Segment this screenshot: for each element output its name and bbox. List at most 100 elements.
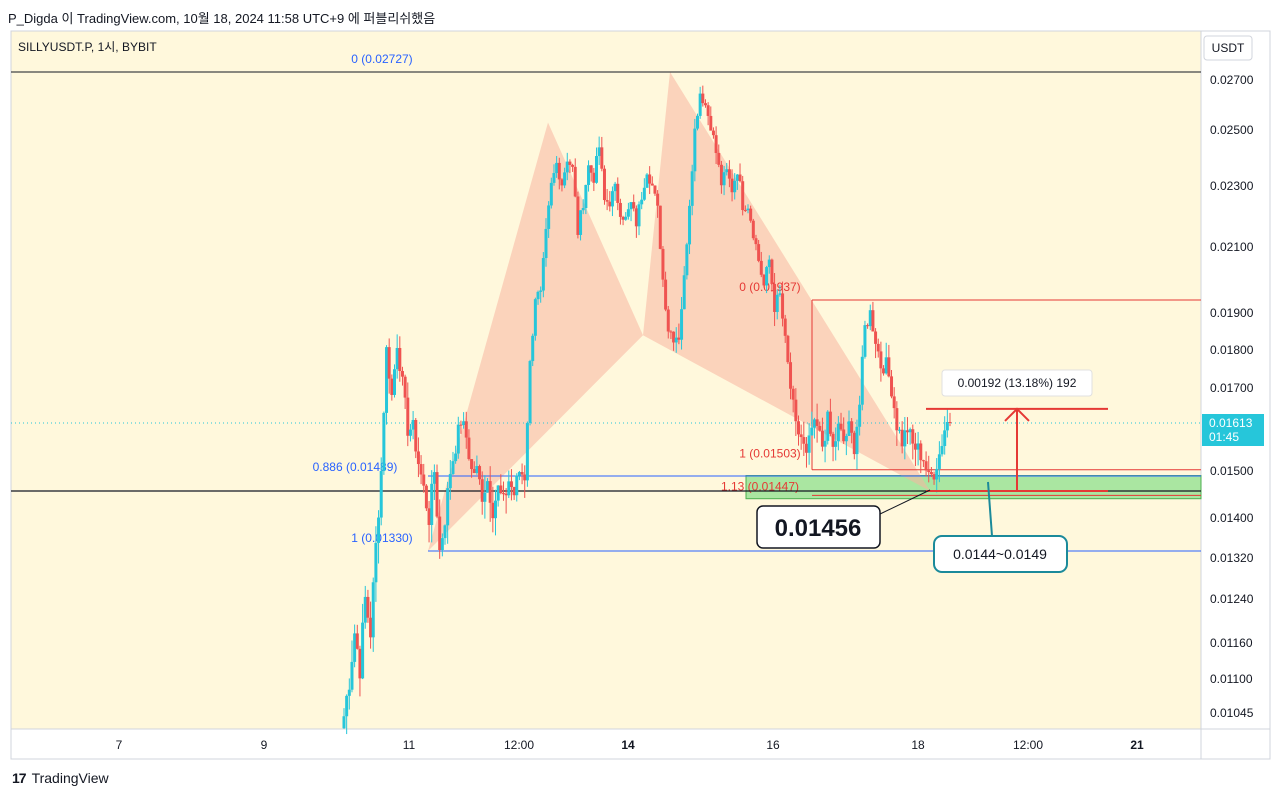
candle-body	[448, 474, 452, 489]
candle-body	[666, 309, 670, 332]
candle-body	[451, 461, 455, 475]
candle-body	[347, 689, 351, 696]
candle-body	[735, 174, 739, 181]
candle-body	[900, 429, 904, 447]
zone-callout-box	[933, 535, 1068, 573]
fib-level-label: 0.886 (0.01489)	[313, 460, 398, 474]
fib-level-label: 1 (0.01330)	[351, 531, 412, 545]
candle-body	[932, 474, 936, 480]
candle-body	[504, 493, 508, 496]
candle-body	[613, 183, 617, 192]
candle-body	[653, 185, 657, 194]
candle-body	[416, 451, 420, 465]
candle-body	[366, 596, 370, 618]
bar-countdown: 01:45	[1209, 430, 1239, 444]
candle-body	[634, 208, 638, 227]
candle-body	[629, 202, 633, 210]
candle-body	[520, 472, 524, 475]
y-tick-label: 0.02700	[1210, 73, 1254, 87]
candle-body	[781, 293, 785, 319]
candle-body	[411, 419, 415, 430]
candle-body	[587, 165, 591, 185]
candle-body	[892, 396, 896, 409]
candle-body	[696, 115, 699, 129]
candle-body	[884, 357, 888, 374]
currency-label: USDT	[1212, 41, 1245, 55]
candle-body	[637, 204, 641, 227]
chart-frame	[10, 30, 1271, 760]
candle-body	[544, 228, 548, 259]
y-tick-label: 0.02100	[1210, 240, 1254, 254]
candle-body	[382, 412, 386, 472]
candle-body	[563, 172, 567, 186]
candle-body	[866, 325, 870, 327]
candle-body	[698, 93, 702, 116]
last-price-tag	[1202, 414, 1264, 446]
candle-body	[419, 464, 423, 475]
measure-arrow-head	[1004, 407, 1030, 422]
candle-body	[621, 216, 625, 220]
candle-body	[791, 388, 795, 400]
candle-body	[855, 426, 859, 455]
candle-body	[549, 182, 553, 206]
candle-body	[355, 633, 359, 649]
candle-body	[874, 331, 878, 344]
candle-body	[398, 347, 402, 371]
candle-body	[733, 180, 737, 193]
candle-body	[898, 429, 901, 431]
candle-body	[680, 309, 684, 340]
candle-body	[595, 156, 598, 183]
candle-body	[677, 337, 681, 340]
candle-body	[371, 582, 375, 638]
candle-body	[948, 422, 952, 424]
candle-body	[501, 493, 505, 495]
candle-body	[839, 423, 843, 430]
candle-body	[871, 310, 875, 332]
candle-body	[759, 260, 763, 275]
candle-body	[812, 419, 816, 428]
candle-body	[927, 470, 931, 473]
candle-body	[422, 474, 426, 486]
candle-body	[664, 279, 668, 310]
candle-body	[363, 596, 367, 623]
tradingview-logo[interactable]: 17 TradingView	[12, 770, 109, 786]
candle-body	[913, 443, 917, 450]
candle-body	[725, 169, 729, 173]
tradingview-logo-icon: 17	[12, 770, 27, 786]
candle-body	[730, 178, 734, 193]
candle-body	[754, 238, 758, 245]
zone-callout-label: 0.0144~0.0149	[953, 546, 1047, 562]
x-tick-label: 16	[766, 738, 780, 752]
candle-body	[709, 115, 713, 131]
x-tick-label: 14	[621, 738, 635, 752]
candle-body	[499, 485, 503, 494]
candle-body	[597, 147, 601, 157]
candle-body	[749, 208, 753, 221]
entry-callout-price: 0.01456	[775, 515, 862, 542]
candle-body	[605, 200, 609, 202]
candle-body	[374, 542, 378, 583]
candle-body	[810, 427, 814, 436]
candle-body	[494, 500, 497, 519]
candle-body	[432, 472, 436, 484]
candle-body	[523, 474, 527, 481]
currency-button[interactable]	[1203, 35, 1253, 61]
candle-body	[385, 347, 389, 413]
candle-body	[804, 443, 808, 453]
y-tick-label: 0.01240	[1210, 592, 1254, 606]
y-tick-label: 0.02300	[1210, 179, 1254, 193]
candle-body	[393, 369, 396, 395]
candle-body	[600, 147, 604, 169]
candle-body	[656, 193, 660, 206]
candle-body	[470, 459, 474, 470]
x-tick-label: 18	[911, 738, 925, 752]
candle-body	[836, 423, 840, 442]
candle-body	[701, 93, 705, 104]
entry-callout-box	[756, 505, 881, 549]
candle-body	[377, 517, 381, 543]
candle-body	[342, 716, 346, 729]
candle-body	[464, 421, 468, 438]
candle-body	[937, 454, 941, 469]
candle-body	[408, 429, 412, 436]
